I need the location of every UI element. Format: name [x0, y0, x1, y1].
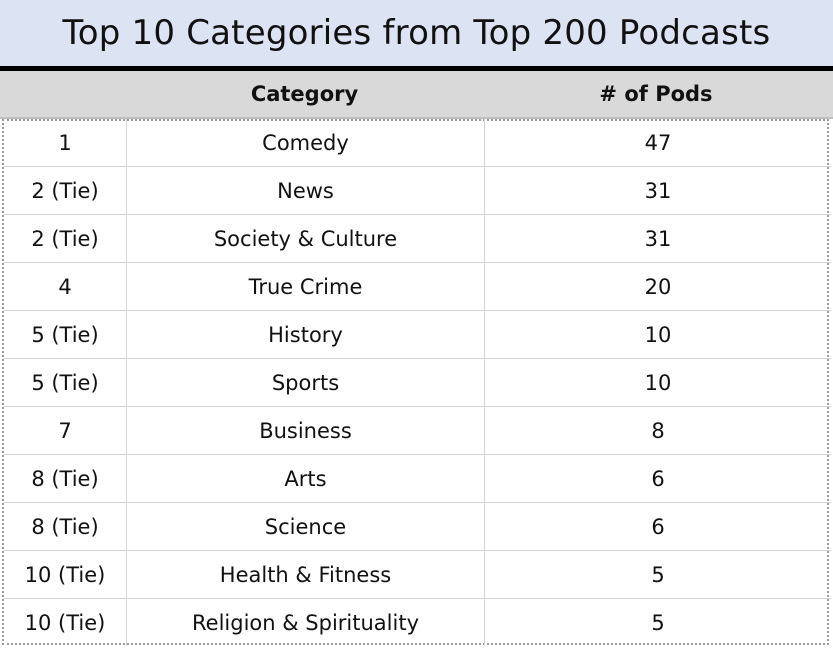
pod-count-cell: 31	[484, 166, 831, 215]
header-divider	[0, 117, 833, 119]
table-body: 1 Comedy 47 2 (Tie) News 31 2 (Tie) Society & C…	[4, 119, 831, 646]
category-cell: History	[126, 310, 485, 359]
rank-cell: 8 (Tie)	[4, 502, 127, 551]
pod-count-cell: 20	[484, 262, 831, 311]
table-row: 8 (Tie) Arts 6	[4, 454, 831, 503]
table-row: 2 (Tie) Society & Culture 31	[4, 214, 831, 263]
pod-count-cell: 6	[484, 454, 831, 503]
category-cell: Health & Fitness	[126, 550, 485, 599]
pod-count-cell: 5	[484, 550, 831, 599]
title-bar: Top 10 Categories from Top 200 Podcasts	[0, 0, 833, 66]
table-row: 7 Business 8	[4, 406, 831, 455]
rank-cell: 7	[4, 406, 127, 455]
header-pod-count: # of Pods	[599, 82, 713, 106]
table-row: 10 (Tie) Health & Fitness 5	[4, 550, 831, 599]
rank-cell: 2 (Tie)	[4, 166, 127, 215]
table-row: 2 (Tie) News 31	[4, 166, 831, 215]
pod-count-cell: 5	[651, 610, 665, 635]
rank-cell: 8 (Tie)	[4, 454, 127, 503]
category-cell: Religion & Spirituality	[126, 598, 485, 646]
pod-count-cell: 10	[484, 310, 831, 359]
rank-cell: 5 (Tie)	[4, 358, 127, 407]
rank-cell: 5 (Tie)	[4, 310, 127, 359]
category-cell: Sports	[126, 358, 485, 407]
category-cell: Arts	[126, 454, 485, 503]
category-cell: Business	[126, 406, 485, 455]
table-row: 8 (Tie) Science 6	[4, 502, 831, 551]
pod-count-cell: 6	[484, 502, 831, 551]
table-row: 1 Comedy 47	[4, 119, 831, 167]
pod-count-cell: 8	[484, 406, 831, 455]
header-rank	[4, 71, 126, 117]
data-table: 1 Comedy 47 2 (Tie) News 31 2 (Tie) Society & C…	[4, 119, 831, 646]
category-cell: News	[126, 166, 485, 215]
table-title: Top 10 Categories from Top 200 Podcasts	[62, 13, 771, 53]
pod-count-cell: 10	[484, 358, 831, 407]
pod-count-cell: 47	[484, 119, 831, 167]
table-row: 5 (Tie) History 10	[4, 310, 831, 359]
category-cell: Science	[126, 502, 485, 551]
category-cell: True Crime	[126, 262, 485, 311]
category-cell: Comedy	[126, 119, 485, 167]
title-divider	[0, 66, 833, 71]
pod-count-cell: 31	[484, 214, 831, 263]
header-category: Category	[250, 82, 359, 106]
table-row: 10 (Tie) Religion & Spirituality 5	[4, 598, 831, 646]
rank-cell: 1	[4, 119, 127, 167]
table-row: 4 True Crime 20	[4, 262, 831, 311]
header-row: Category # of Pods	[0, 71, 833, 117]
rank-cell: 4	[4, 262, 127, 311]
category-cell: Society & Culture	[126, 214, 485, 263]
table-row: 5 (Tie) Sports 10	[4, 358, 831, 407]
rank-cell: 10 (Tie)	[4, 550, 127, 599]
rank-cell: 10 (Tie)	[4, 598, 127, 646]
rank-cell: 2 (Tie)	[4, 214, 127, 263]
